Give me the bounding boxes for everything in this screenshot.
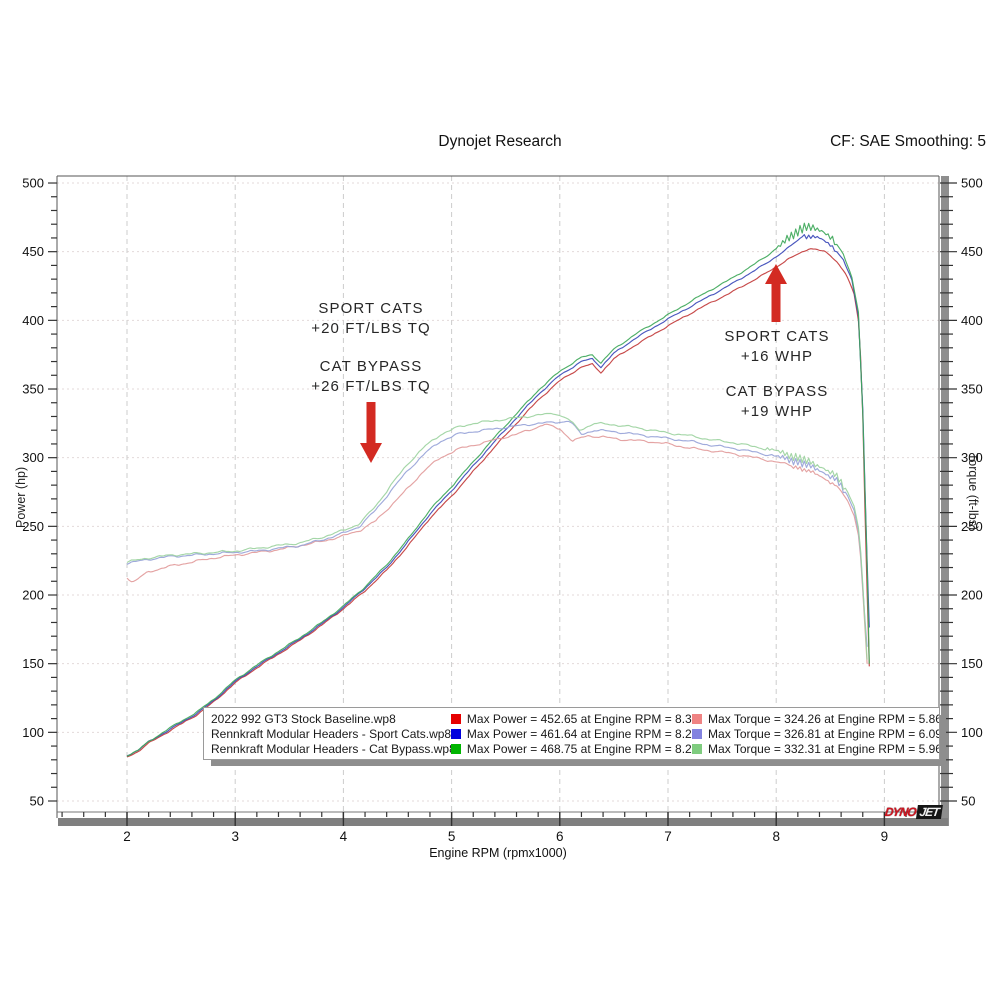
rpm-tick-label: 6 — [556, 829, 564, 844]
dyno-curves — [126, 222, 870, 758]
torque-tick-label: 450 — [961, 244, 983, 259]
power-swatch-stock-icon — [450, 713, 461, 724]
rpm-tick-label: 7 — [664, 829, 672, 844]
legend-max-torque: Max Torque = 324.26 at Engine RPM = 5.86 — [708, 711, 939, 726]
torque-tick-label: 100 — [961, 725, 983, 740]
power-tick-label: 350 — [22, 382, 44, 397]
legend-max-power: Max Power = 452.65 at Engine RPM = 8.31 — [466, 711, 693, 726]
power-sport-cats-curve — [126, 234, 870, 757]
legend-box: 2022 992 GT3 Stock Baseline.wp8 Max Powe… — [203, 707, 940, 760]
power-tick-label: 400 — [22, 313, 44, 328]
annotation-line: +19 WHP — [740, 403, 814, 420]
power-tick-label: 250 — [22, 519, 44, 534]
torque-axis-title: Torque (ft-lbs) — [966, 453, 980, 531]
annotation-line: +20 FT/LBS TQ — [311, 320, 431, 337]
rpm-tick-label: 5 — [448, 829, 456, 844]
annotation-line: CAT BYPASS — [725, 383, 829, 400]
torque-tick-label: 250 — [961, 519, 983, 534]
power-axis: 50 100 150 200 250 300 350 400 450 500 — [22, 176, 57, 809]
annotation-arrows — [360, 264, 787, 463]
torque-swatch-sport-cats-icon — [692, 728, 703, 739]
annotation-line: +16 WHP — [740, 348, 814, 365]
power-tick-label: 300 — [22, 450, 44, 465]
torque-sport-cats-curve — [126, 420, 868, 647]
legend-row-stock: 2022 992 GT3 Stock Baseline.wp8 Max Powe… — [211, 711, 939, 726]
legend-max-torque: Max Torque = 332.31 at Engine RPM = 5.96 — [708, 741, 939, 756]
torque-tick-label: 350 — [961, 382, 983, 397]
power-swatch-cat-bypass-icon — [450, 743, 461, 754]
torque-stock-curve — [126, 423, 868, 664]
power-cat-bypass-curve — [126, 222, 870, 757]
power-tick-label: 50 — [30, 794, 44, 809]
arrow-down-icon — [360, 402, 382, 463]
legend-max-torque: Max Torque = 326.81 at Engine RPM = 6.09 — [708, 726, 939, 741]
rpm-tick-label: 9 — [881, 829, 889, 844]
legend-row-sport-cats: Rennkraft Modular Headers - Sport Cats.w… — [211, 726, 939, 741]
axis-bars — [58, 176, 949, 826]
torque-swatch-stock-icon — [692, 713, 703, 724]
annotation-cat-bypass-torque: CAT BYPASS +26 FT/LBS TQ — [311, 357, 430, 397]
power-tick-label: 200 — [22, 588, 44, 603]
dynojet-logo: DYNO JET — [884, 804, 943, 819]
torque-tick-label: 200 — [961, 588, 983, 603]
annotation-line: CAT BYPASS — [319, 358, 423, 375]
power-tick-label: 500 — [22, 176, 44, 191]
plot-frame — [56, 175, 940, 818]
torque-tick-label: 50 — [961, 794, 975, 809]
annotation-line: +26 FT/LBS TQ — [311, 378, 431, 395]
annotation-sport-cats-torque: SPORT CATS +20 FT/LBS TQ — [311, 299, 430, 339]
arrow-up-icon — [765, 264, 787, 322]
torque-tick-label: 150 — [961, 656, 983, 671]
legend-row-cat-bypass: Rennkraft Modular Headers - Cat Bypass.w… — [211, 741, 939, 756]
legend-max-power: Max Power = 461.64 at Engine RPM = 8.25 — [466, 726, 693, 741]
annotation-line: SPORT CATS — [724, 328, 830, 345]
rpm-tick-label: 4 — [340, 829, 348, 844]
torque-swatch-cat-bypass-icon — [692, 743, 703, 754]
rpm-axis: 2 3 4 5 6 7 8 9 Engine RPM (rpmx1000) — [61, 812, 929, 860]
legend-file-label: 2022 992 GT3 Stock Baseline.wp8 — [211, 711, 396, 726]
torque-tick-label: 300 — [961, 450, 983, 465]
annotation-line: SPORT CATS — [318, 300, 424, 317]
page-title: Dynojet Research — [438, 133, 562, 150]
power-tick-label: 150 — [22, 656, 44, 671]
rpm-axis-title: Engine RPM (rpmx1000) — [429, 846, 567, 860]
torque-axis: 50 100 150 200 250 300 350 400 450 500 — [940, 176, 983, 809]
power-swatch-sport-cats-icon — [450, 728, 461, 739]
rpm-tick-label: 8 — [772, 829, 780, 844]
power-tick-label: 100 — [22, 725, 44, 740]
correction-smoothing-label: CF: SAE Smoothing: 5 — [830, 133, 986, 150]
dynojet-logo-dyno: DYNO — [884, 804, 917, 819]
gridlines — [57, 176, 939, 812]
annotation-cat-bypass-power: CAT BYPASS +19 WHP — [726, 382, 829, 422]
legend-file-label: Rennkraft Modular Headers - Sport Cats.w… — [211, 726, 451, 741]
rpm-tick-label: 2 — [123, 829, 131, 844]
annotation-sport-cats-power: SPORT CATS +16 WHP — [724, 327, 829, 367]
torque-tick-label: 400 — [961, 313, 983, 328]
power-tick-label: 450 — [22, 244, 44, 259]
rpm-tick-label: 3 — [231, 829, 239, 844]
legend-file-label: Rennkraft Modular Headers - Cat Bypass.w… — [211, 741, 451, 756]
torque-cat-bypass-curve — [126, 412, 868, 660]
dynojet-logo-jet: JET — [915, 804, 943, 819]
power-axis-title: Power (hp) — [14, 466, 28, 528]
torque-tick-label: 500 — [961, 176, 983, 191]
legend-max-power: Max Power = 468.75 at Engine RPM = 8.27 — [466, 741, 693, 756]
power-stock-curve — [126, 248, 870, 758]
